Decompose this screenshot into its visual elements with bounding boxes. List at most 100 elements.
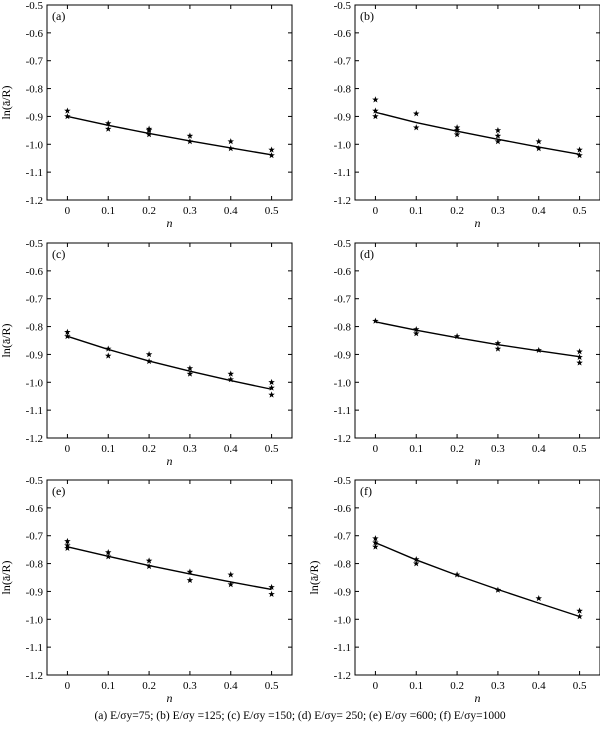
y-tick-label: -1.0: [334, 139, 352, 151]
data-point-star: [186, 568, 194, 575]
y-tick-label: -0.6: [334, 266, 352, 278]
data-point-star: [576, 146, 583, 153]
data-point-star: [268, 146, 275, 153]
data-point-star: [64, 537, 71, 545]
data-point-star: [372, 107, 379, 114]
data-point-star: [227, 138, 234, 145]
y-tick-label: -1.2: [26, 670, 43, 682]
data-point-star: [576, 152, 583, 159]
x-tick-label: 0.2: [142, 443, 156, 455]
x-tick-label: 0.4: [224, 680, 238, 692]
y-tick-label: -0.5: [334, 475, 352, 487]
x-tick-label: 0: [373, 443, 379, 455]
y-tick-label: -0.5: [334, 0, 352, 12]
y-tick-label: -1.2: [334, 670, 351, 682]
data-point-star: [413, 124, 420, 131]
fit-curve: [67, 335, 272, 390]
y-tick-label: -1.0: [334, 614, 352, 626]
x-tick-label: 0.4: [224, 205, 238, 217]
data-point-star: [453, 126, 461, 134]
panel-label: (b): [360, 9, 374, 23]
x-tick-label: 0.4: [532, 680, 546, 692]
y-tick-label: -1.2: [334, 195, 351, 207]
data-point-star: [105, 549, 112, 556]
data-point-star: [576, 353, 583, 360]
x-tick-label: 0.1: [101, 205, 115, 217]
data-point-star: [413, 330, 420, 337]
x-axis-label: n: [475, 454, 481, 468]
data-point-star: [64, 113, 71, 120]
data-point-star: [105, 119, 112, 127]
y-tick-label: -0.8: [334, 559, 352, 571]
data-point-star: [145, 131, 153, 138]
fit-curve: [375, 542, 580, 618]
data-point-star: [576, 359, 583, 366]
y-tick-label: -0.7: [26, 56, 44, 68]
data-point-star: [268, 152, 275, 159]
data-point-star: [227, 581, 234, 588]
data-point-star: [372, 539, 379, 546]
x-tick-label: 0.1: [101, 680, 115, 692]
data-point-star: [145, 557, 153, 564]
y-tick-label: -0.8: [26, 559, 44, 571]
data-point-star: [372, 317, 379, 324]
data-point-star: [105, 345, 112, 352]
x-axis-label: n: [475, 216, 481, 230]
x-tick-label: 0.3: [183, 443, 197, 455]
data-point-star: [576, 348, 583, 355]
x-tick-label: 0.4: [224, 443, 238, 455]
panel-a: -0.5 -0.6 -0.7 -0.8 -0.9 -1.0 -1.1 -1.2 0 0.1 0.2 0…: [0, 0, 293, 230]
y-tick-label: -0.7: [334, 531, 352, 543]
x-tick-label: 0.2: [142, 205, 156, 217]
y-tick-label: -0.8: [334, 84, 352, 96]
x-tick-label: 0.1: [101, 443, 115, 455]
data-point-star: [64, 332, 71, 340]
x-tick-label: 0: [65, 443, 71, 455]
data-point-star: [372, 113, 379, 120]
data-point-star: [494, 138, 502, 145]
panel-e: -0.5 -0.6 -0.7 -0.8 -0.9 -1.0 -1.1 -1.2 0 0.1 0.2 0…: [0, 475, 293, 705]
data-point-star: [576, 607, 583, 614]
y-tick-label: -0.7: [334, 294, 352, 306]
x-tick-label: 0.5: [265, 680, 279, 692]
x-tick-label: 0.5: [265, 443, 279, 455]
x-axis-label: n: [167, 216, 173, 230]
y-tick-label: -0.5: [26, 475, 44, 487]
data-point-star: [413, 110, 420, 117]
x-tick-label: 0.3: [183, 205, 197, 217]
data-point-star: [535, 145, 542, 152]
x-tick-label: 0: [65, 205, 71, 217]
y-tick-label: -1.0: [26, 139, 44, 151]
y-axis-label: ln(ā/R): [307, 561, 321, 595]
x-tick-label: 0.2: [450, 680, 464, 692]
y-tick-label: -1.1: [26, 405, 43, 417]
x-tick-label: 0.3: [491, 205, 505, 217]
data-point-star: [105, 125, 112, 132]
y-tick-label: -1.1: [334, 167, 351, 179]
y-tick-label: -0.8: [26, 84, 44, 96]
data-point-star: [372, 96, 379, 103]
fit-curve: [375, 111, 580, 155]
panel-b: -0.5 -0.6 -0.7 -0.8 -0.9 -1.0 -1.1 -1.2 0 0.1 0.2 0…: [334, 0, 600, 230]
plot-frame: [46, 242, 293, 439]
data-point-star: [64, 328, 71, 335]
y-axis-label: ln(ā/R): [0, 324, 13, 358]
data-point-star: [64, 107, 71, 114]
data-point-star: [227, 376, 234, 383]
x-axis-label: n: [475, 691, 481, 705]
plot-frame: [354, 242, 600, 439]
y-tick-label: -1.1: [334, 642, 351, 654]
data-point-star: [186, 576, 194, 584]
x-tick-label: 0.4: [532, 443, 546, 455]
y-tick-label: -1.0: [334, 377, 352, 389]
y-tick-label: -1.1: [26, 167, 43, 179]
data-point-star: [268, 583, 275, 590]
data-point-star: [227, 571, 234, 578]
y-tick-label: -1.1: [26, 642, 43, 654]
y-axis-label: ln(ā/R): [0, 561, 13, 595]
y-tick-label: -0.6: [26, 503, 44, 515]
x-tick-label: 0.2: [142, 680, 156, 692]
plot-frame: [354, 479, 600, 676]
panel-label: (d): [360, 247, 374, 261]
